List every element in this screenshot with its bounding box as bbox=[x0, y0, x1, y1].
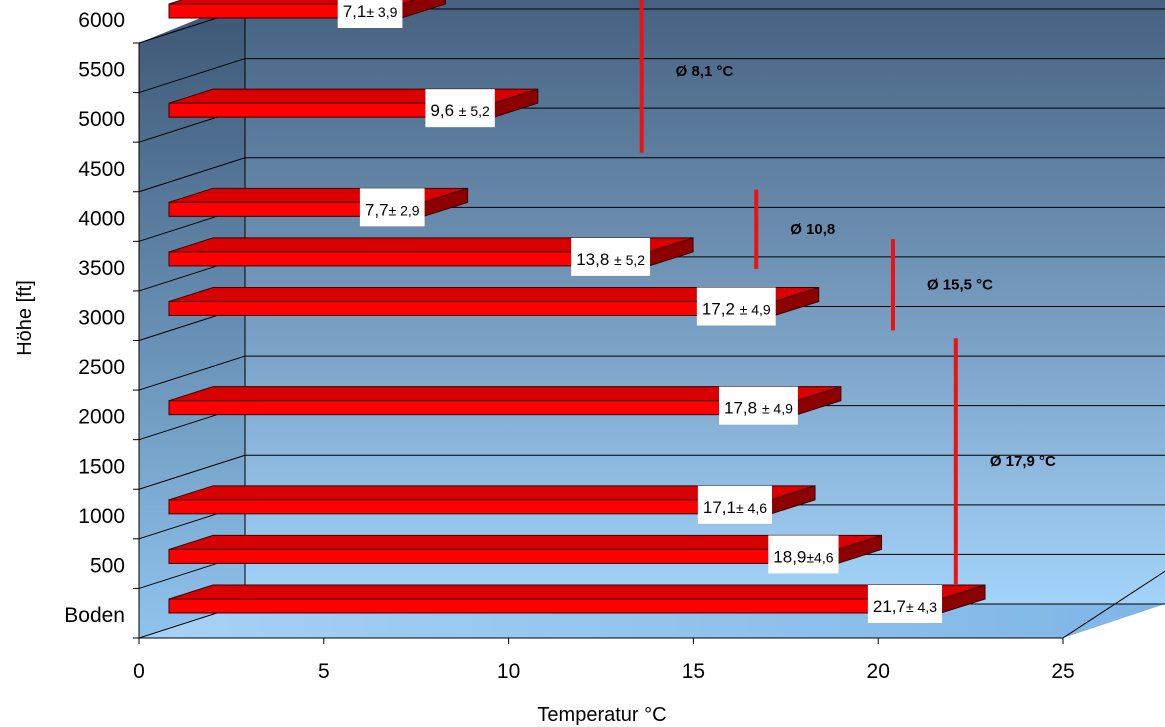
data-label: 21,7± 4,3 bbox=[867, 585, 943, 623]
side-wall bbox=[139, 0, 245, 638]
data-label-value: 7,7 bbox=[365, 200, 389, 219]
y-tick-label: 5500 bbox=[78, 59, 125, 82]
data-label-value: 17,8 bbox=[724, 399, 762, 418]
data-label-box bbox=[768, 535, 839, 574]
data-label: 17,8 ± 4,9 bbox=[719, 386, 798, 425]
data-label: 17,2 ± 4,9 bbox=[696, 287, 776, 326]
data-label: 17,1± 4,6 bbox=[697, 485, 773, 524]
data-label-text: 7,1± 3,9 bbox=[343, 2, 398, 21]
data-label-error: ± 2,9 bbox=[389, 202, 420, 218]
bar-front-face bbox=[168, 499, 772, 515]
data-label-box bbox=[719, 386, 798, 425]
y-tick-label: 3500 bbox=[78, 257, 125, 280]
bar-3000: 17,2 ± 4,9 bbox=[168, 286, 820, 326]
data-label: 7,7± 2,9 bbox=[359, 188, 425, 227]
average-group: Ø 17,9 °C bbox=[953, 338, 1056, 585]
average-group: Ø 8,1 °C bbox=[639, 0, 734, 153]
data-label-text: 9,6 ± 5,2 bbox=[430, 101, 490, 120]
data-label-value: 18,9 bbox=[773, 547, 806, 566]
data-label-box bbox=[337, 0, 403, 28]
bar-6000: 7,1± 3,9 bbox=[168, 0, 446, 28]
data-label-value: 9,6 bbox=[430, 101, 458, 120]
data-label-value: 13,8 bbox=[576, 250, 614, 269]
bar-1000: 17,1± 4,6 bbox=[168, 485, 816, 524]
data-label-error: ± 4,9 bbox=[762, 401, 793, 417]
bar-front-face bbox=[168, 598, 942, 614]
side-gridline bbox=[138, 58, 246, 94]
data-label-error: ± 5,2 bbox=[459, 103, 490, 119]
floor-right-edge bbox=[1062, 570, 1165, 639]
x-tick-label: 25 bbox=[1051, 660, 1074, 683]
bar-2000: 17,8 ± 4,9 bbox=[168, 385, 842, 425]
data-label-error: ± 4,6 bbox=[736, 500, 767, 516]
average-group: Ø 15,5 °C bbox=[890, 239, 993, 331]
data-label: 13,8 ± 5,2 bbox=[571, 237, 651, 276]
x-tick-label: 10 bbox=[497, 660, 520, 683]
data-label: 18,9±4,6 bbox=[768, 535, 839, 574]
bar-top-face bbox=[168, 584, 986, 600]
data-label-value: 17,2 bbox=[702, 300, 740, 319]
data-label: 7,1± 3,9 bbox=[337, 0, 403, 28]
data-label-error: ± 4,9 bbox=[740, 302, 771, 318]
bar-5000: 9,6 ± 5,2 bbox=[168, 88, 539, 128]
bar-0: 21,7± 4,3 bbox=[168, 584, 986, 623]
bar-front-face bbox=[168, 301, 776, 316]
y-tick-label: 500 bbox=[90, 554, 125, 577]
data-label-box bbox=[696, 287, 776, 326]
data-label-error: ±4,6 bbox=[806, 549, 833, 565]
data-label-error: ± 3,9 bbox=[366, 4, 397, 20]
data-label-text: 17,8 ± 4,9 bbox=[724, 399, 793, 418]
data-label-box bbox=[425, 89, 495, 128]
data-label-text: 17,2 ± 4,9 bbox=[702, 300, 771, 319]
data-label-value: 17,1 bbox=[703, 498, 736, 517]
data-label-value: 7,1 bbox=[343, 2, 367, 21]
x-tick-label: 0 bbox=[133, 660, 145, 683]
bar-500: 18,9±4,6 bbox=[168, 534, 883, 574]
bar-series: 21,7± 4,318,9±4,617,1± 4,617,8 ± 4,917,2… bbox=[168, 0, 986, 623]
bar-front-face bbox=[168, 548, 839, 564]
y-tick-label: 2500 bbox=[78, 356, 125, 379]
average-label: Ø 17,9 °C bbox=[990, 453, 1056, 470]
data-label-text: 7,7± 2,9 bbox=[365, 200, 420, 219]
data-label-text: 18,9±4,6 bbox=[773, 547, 833, 566]
axes: 0 5 10 15 20 25 Boden 500 1000 1500 2000 2500 3000 35… bbox=[64, 9, 1074, 683]
bar-4000: 7,7± 2,9 bbox=[168, 187, 469, 227]
side-gridline bbox=[138, 355, 246, 391]
y-axis-title: Höhe [ft] bbox=[14, 280, 36, 356]
data-label-error: ± 4,3 bbox=[906, 599, 937, 615]
bar-front-face bbox=[168, 400, 798, 416]
average-label: Ø 8,1 °C bbox=[676, 63, 734, 80]
x-tick-label: 5 bbox=[318, 660, 330, 683]
data-label-value: 21,7 bbox=[873, 597, 906, 616]
y-tick-label: 1500 bbox=[78, 455, 125, 478]
y-tick-label: 1000 bbox=[78, 505, 125, 528]
y-tick-label: 6000 bbox=[78, 9, 125, 32]
y-tick-label: 5000 bbox=[78, 108, 125, 131]
y-tick-label: 2000 bbox=[78, 406, 125, 429]
y-tick-label: 4500 bbox=[78, 158, 125, 181]
bar-3500: 13,8 ± 5,2 bbox=[168, 237, 694, 276]
y-tick-label: 4000 bbox=[78, 207, 125, 230]
data-label-error: ± 5,2 bbox=[614, 252, 645, 268]
data-label: 9,6 ± 5,2 bbox=[425, 89, 495, 128]
data-label-text: 13,8 ± 5,2 bbox=[576, 250, 645, 269]
x-tick-label: 20 bbox=[867, 660, 890, 683]
side-gridline bbox=[138, 454, 246, 490]
x-tick-label: 15 bbox=[682, 660, 705, 683]
average-group: Ø 10,8 bbox=[754, 189, 835, 269]
data-label-box bbox=[867, 585, 943, 623]
data-label-box bbox=[359, 188, 425, 227]
y-tick-label: 3000 bbox=[78, 307, 125, 330]
y-tick-label: Boden bbox=[64, 604, 125, 627]
data-label-text: 17,1± 4,6 bbox=[703, 498, 767, 517]
x-axis-title: Temperatur °C bbox=[537, 704, 666, 726]
side-gridline bbox=[138, 157, 246, 193]
average-annotations: Ø 17,9 °C Ø 15,5 °C Ø 10,8 Ø 8,1 °C bbox=[639, 0, 1056, 585]
data-label-text: 21,7± 4,3 bbox=[873, 597, 937, 616]
data-label-box bbox=[697, 485, 773, 524]
data-label-box bbox=[571, 237, 651, 276]
average-label: Ø 10,8 bbox=[790, 221, 835, 238]
average-label: Ø 15,5 °C bbox=[927, 277, 993, 294]
